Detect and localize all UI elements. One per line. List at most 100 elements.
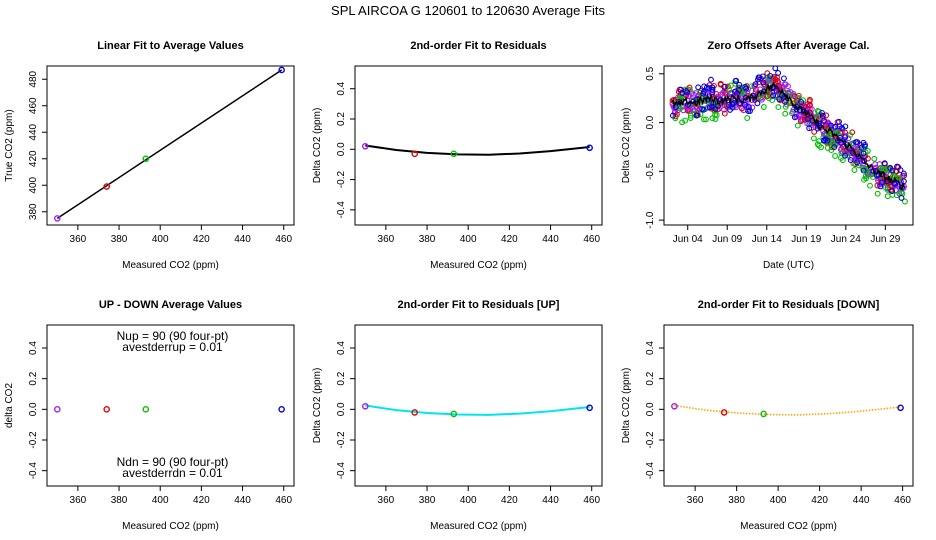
data-point: [770, 92, 777, 99]
data-point: [684, 107, 691, 114]
data-point: [797, 118, 804, 125]
panel-title: UP - DOWN Average Values: [99, 299, 242, 311]
x-tick-label: 400: [770, 495, 787, 506]
x-tick-label: 380: [728, 495, 745, 506]
data-point: [794, 122, 801, 129]
series-4: [669, 66, 907, 201]
data-point: [782, 110, 789, 117]
plot-frame: [663, 65, 914, 226]
data-point: [747, 108, 753, 114]
data-point: [861, 176, 868, 183]
data-point: [894, 163, 900, 170]
x-tick-label: 400: [460, 234, 477, 245]
y-tick-label: -0.2: [28, 431, 39, 449]
y-tick-label: 400: [28, 176, 39, 193]
y-tick-label: 0.2: [336, 112, 347, 126]
y-tick-label: 380: [28, 203, 39, 220]
x-tick-label: 360: [378, 495, 395, 506]
data-point: [824, 137, 831, 144]
panels: Linear Fit to Average Values 360 380 400 420…: [4, 40, 914, 532]
data-point: [695, 84, 702, 91]
data-point: [888, 184, 895, 191]
plot-frame: [354, 65, 603, 226]
data-point: [703, 84, 710, 91]
panel-title: Linear Fit to Average Values: [97, 40, 244, 52]
data-point: [881, 160, 888, 167]
data-point: [278, 66, 285, 74]
data-point: [789, 110, 796, 117]
data-point: [847, 157, 854, 164]
data-point: [874, 190, 881, 197]
x-tick-label: 460: [583, 495, 600, 506]
data-point: [820, 117, 827, 124]
data-point: [729, 104, 736, 111]
x-axis-label: Measured CO2 (ppm): [430, 260, 527, 271]
fit-curve: [674, 404, 901, 416]
y-tick-label: 0.0: [645, 402, 656, 416]
x-tick-label: Jun 09: [712, 234, 742, 245]
data-point: [801, 103, 808, 110]
data-point: [831, 144, 838, 151]
fit-curve: [365, 404, 590, 416]
data-point: [701, 83, 708, 90]
x-tick-label: Jun 04: [673, 234, 703, 245]
x-tick-label: 440: [234, 495, 251, 506]
data-point: [772, 66, 779, 72]
data-point: [781, 98, 788, 105]
panel-title: 2nd-order Fit to Residuals: [410, 40, 546, 52]
data-point: [775, 70, 782, 76]
data-point: [888, 181, 894, 188]
data-point: [862, 141, 868, 148]
x-tick-label: 400: [460, 495, 477, 506]
data-layer: [53, 66, 285, 222]
data-point: [744, 115, 751, 121]
plot-frame: [663, 324, 914, 487]
y-axis-label: Delta CO2 (ppm): [621, 108, 632, 184]
y-tick-label: 0.5: [645, 66, 656, 80]
data-point: [754, 100, 761, 107]
data-point: [703, 116, 709, 123]
figure-title: SPL AIRCOA G 120601 to 120630 Average Fi…: [331, 3, 605, 18]
data-point: [725, 101, 732, 108]
data-point: [860, 150, 867, 157]
data-point: [721, 83, 728, 90]
data-point: [752, 81, 759, 88]
data-point: [901, 172, 908, 179]
data-point: [760, 79, 767, 86]
data-point: [839, 157, 846, 164]
data-point: [760, 104, 767, 110]
data-point: [871, 155, 878, 162]
x-tick-label: 360: [70, 234, 87, 245]
chart-panel-3: Zero Offsets After Average Cal. Jun 04 Jun…: [621, 40, 914, 271]
data-point: [898, 194, 905, 201]
data-point: [839, 125, 846, 131]
data-point: [825, 132, 832, 139]
data-point: [732, 80, 739, 87]
data-point: [586, 404, 593, 412]
data-point: [742, 94, 749, 101]
data-point: [776, 96, 783, 102]
x-axis-label: Measured CO2 (ppm): [122, 521, 219, 532]
data-point: [682, 117, 689, 124]
data-point: [887, 164, 894, 171]
data-point: [693, 112, 700, 119]
data-point: [838, 149, 845, 156]
data-point: [820, 137, 827, 144]
annotation-bottom: Ndn = 90 (90 four-pt): [117, 455, 229, 469]
x-tick-label: 460: [275, 234, 292, 245]
data-point: [798, 98, 804, 105]
y-tick-label: 460: [28, 97, 39, 114]
data-point: [709, 86, 716, 93]
x-tick-label: 440: [542, 234, 559, 245]
data-point: [854, 139, 861, 146]
chart-panel-4: UP - DOWN Average Values 360 380 400 420 440 4…: [4, 299, 295, 532]
data-point: [450, 410, 458, 418]
chart-panel-1: Linear Fit to Average Values 360 380 400 420…: [4, 40, 295, 271]
data-point: [832, 153, 839, 159]
data-point: [823, 112, 830, 119]
data-point: [844, 152, 851, 159]
chart-panel-5: 2nd-order Fit to Residuals [UP] 360 380 400…: [312, 299, 603, 532]
data-point: [687, 112, 694, 119]
x-tick-label: Jun 19: [791, 234, 821, 245]
data-point: [743, 85, 750, 92]
